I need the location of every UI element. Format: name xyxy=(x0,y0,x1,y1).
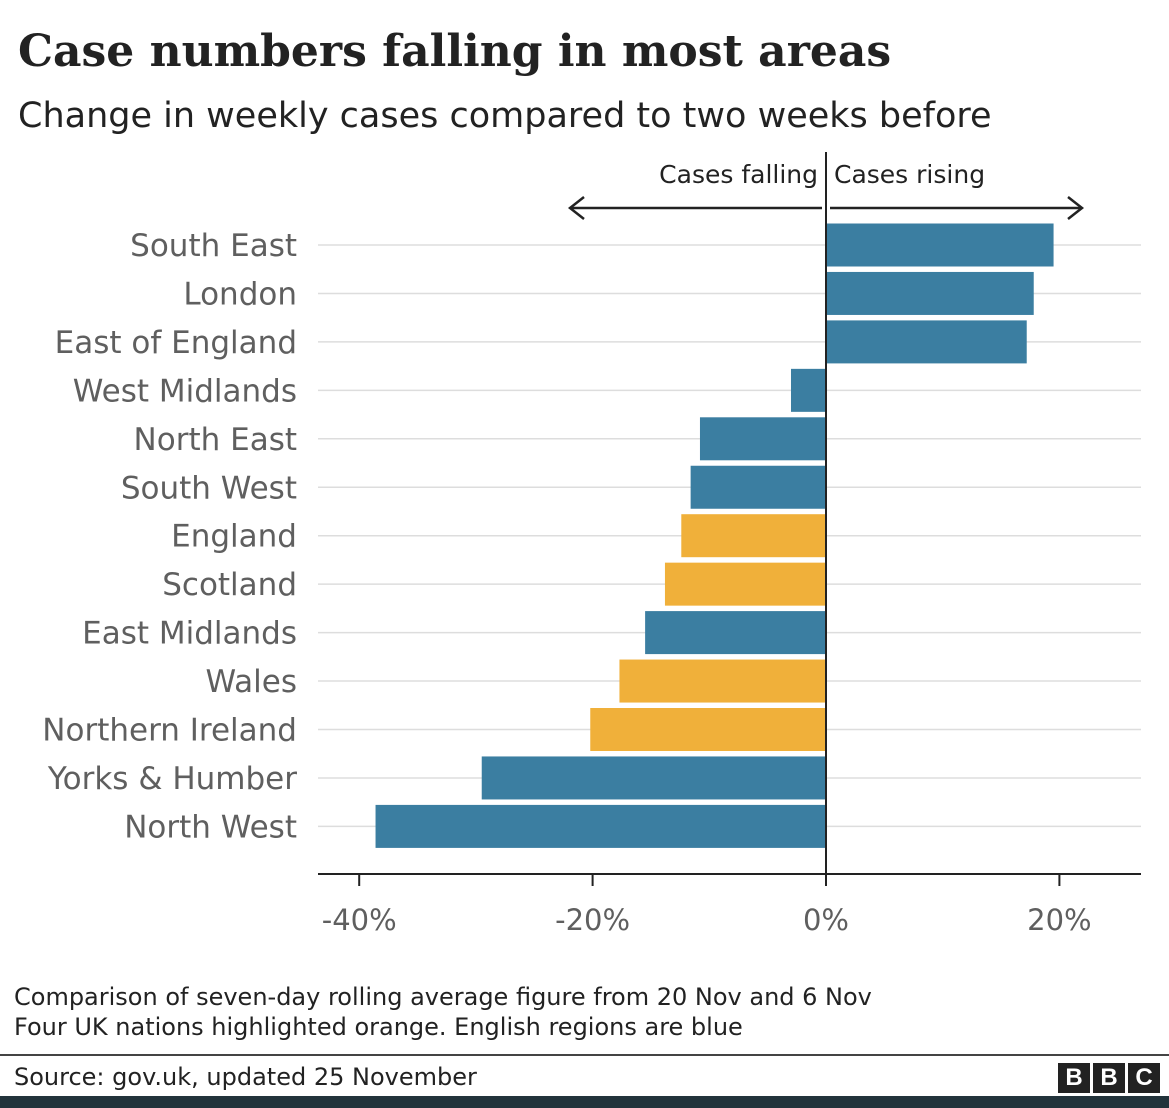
category-label: Wales xyxy=(205,664,297,700)
bar-south-east xyxy=(826,223,1054,267)
category-label: England xyxy=(171,519,297,555)
footer-divider xyxy=(0,1054,1169,1056)
bar-west-midlands xyxy=(790,368,826,412)
category-label: South West xyxy=(121,470,297,506)
category-label: East Midlands xyxy=(82,616,297,652)
rising-arrow-head xyxy=(1067,196,1085,220)
category-label: Scotland xyxy=(162,567,297,603)
category-labels: South East London East of England West Midl… xyxy=(42,228,297,845)
x-tick-label: 20% xyxy=(1027,903,1091,937)
bar-east-of-england xyxy=(826,320,1027,364)
category-label: South East xyxy=(130,228,297,264)
bbc-logo-letter: C xyxy=(1128,1063,1160,1093)
category-label: North East xyxy=(134,422,297,458)
bar-north-east xyxy=(699,417,826,461)
category-label: East of England xyxy=(55,325,297,361)
chart-title: Case numbers falling in most areas xyxy=(18,26,892,77)
bbc-logo-letter: B xyxy=(1058,1063,1090,1093)
bar-london xyxy=(826,271,1034,315)
bars xyxy=(375,223,1054,848)
tick-labels: -40% -20% 0% 20% xyxy=(322,903,1092,937)
bar-scotland xyxy=(664,562,826,606)
cases-falling-label: Cases falling xyxy=(659,160,818,189)
category-label: North West xyxy=(124,809,297,845)
footnote-line-1: Comparison of seven-day rolling average … xyxy=(14,983,872,1011)
category-label: London xyxy=(183,276,297,312)
cases-rising-label: Cases rising xyxy=(834,160,985,189)
source-text: Source: gov.uk, updated 25 November xyxy=(14,1063,477,1091)
bottom-bar xyxy=(0,1096,1169,1108)
bar-england xyxy=(681,514,826,558)
direction-indicator: Cases falling Cases rising xyxy=(567,160,1085,220)
bar-east-midlands xyxy=(645,611,826,655)
category-label: West Midlands xyxy=(73,373,297,409)
category-label: Yorks & Humber xyxy=(47,761,297,797)
x-tick-label: 0% xyxy=(803,903,849,937)
bbc-logo-letter: B xyxy=(1093,1063,1125,1093)
bar-south-west xyxy=(690,465,826,509)
bbc-logo: B B C xyxy=(1058,1063,1160,1093)
bar-northern-ireland xyxy=(590,708,826,751)
bar-north-west xyxy=(375,804,826,848)
bar-wales xyxy=(619,659,826,703)
axes xyxy=(318,152,1141,886)
footnote-line-2: Four UK nations highlighted orange. Engl… xyxy=(14,1013,743,1041)
x-tick-label: -20% xyxy=(555,903,630,937)
category-label: Northern Ireland xyxy=(42,713,297,749)
x-tick-label: -40% xyxy=(322,903,397,937)
bar-chart: South East London East of England West Midl… xyxy=(42,152,1141,937)
falling-arrow-head xyxy=(567,196,585,220)
chart-subtitle: Change in weekly cases compared to two w… xyxy=(18,96,992,136)
bar-yorks-humber xyxy=(481,756,826,800)
